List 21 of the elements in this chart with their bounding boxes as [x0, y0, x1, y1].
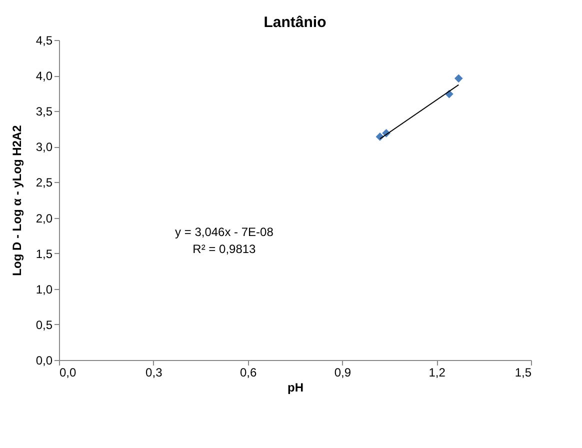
y-tick-label: 3,0 — [36, 140, 53, 154]
x-tick-label: 0,0 — [60, 366, 77, 380]
chart-title: Lantânio — [264, 14, 326, 31]
y-tick-label: 0,5 — [36, 318, 53, 332]
x-tick-label: 1,5 — [514, 366, 532, 380]
y-tick-label: 4,5 — [36, 34, 53, 48]
x-tick-label: 1,2 — [428, 366, 446, 380]
x-tick-label: 0,9 — [334, 366, 352, 380]
y-tick-label: 4,0 — [36, 69, 53, 84]
y-tick-label: 3,5 — [36, 104, 53, 119]
y-tick-label: 1,5 — [36, 246, 53, 261]
y-tick-label: 0,0 — [36, 354, 53, 368]
x-tick-label: 0,6 — [240, 366, 257, 380]
annotation: R² = 0,9813 — [192, 242, 256, 256]
annotation: y = 3,046x - 7E-08 — [175, 225, 274, 239]
y-tick-label: 1,0 — [36, 282, 53, 296]
x-tick-label: 0,3 — [146, 366, 163, 380]
y-axis-title: Log D - Log α - yLog H2A2 — [10, 124, 24, 276]
x-axis-title: pH — [288, 380, 304, 394]
y-tick-label: 2,5 — [36, 176, 53, 190]
y-tick-label: 2,0 — [36, 211, 53, 226]
